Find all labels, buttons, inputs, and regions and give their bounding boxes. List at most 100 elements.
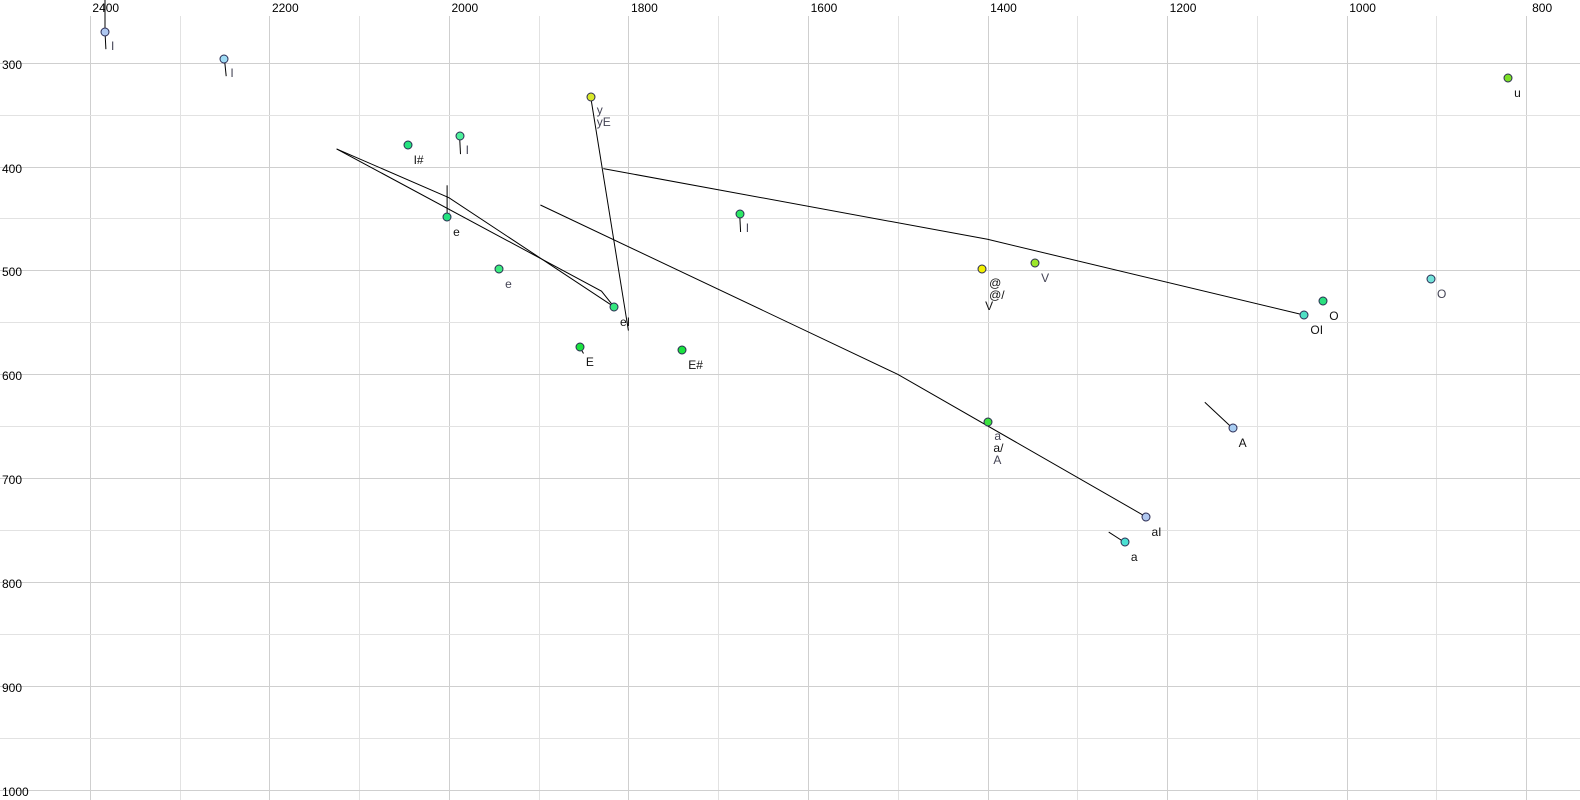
gridline-horizontal-minor <box>0 115 1580 116</box>
gridline-horizontal-major <box>0 478 1580 479</box>
x-tick-label: 1800 <box>631 1 658 15</box>
x-tick-label: 1400 <box>990 1 1017 15</box>
data-point[interactable] <box>677 345 687 355</box>
data-point-label: a <box>1130 550 1138 565</box>
data-point-label: A <box>1238 436 1247 451</box>
data-point[interactable] <box>403 140 413 150</box>
data-point-label: V <box>1041 271 1050 286</box>
data-point[interactable] <box>1228 423 1238 433</box>
y-tick-label: 800 <box>2 576 23 591</box>
gridline-vertical-minor <box>718 16 719 800</box>
data-point-label: OI <box>1310 323 1324 338</box>
gridline-vertical-major <box>449 16 450 800</box>
gridline-horizontal-minor <box>0 738 1580 739</box>
trajectory-line <box>603 168 1305 316</box>
trajectory-line <box>336 148 615 308</box>
gridline-horizontal-major <box>0 686 1580 687</box>
gridline-vertical-minor <box>1257 16 1258 800</box>
gridline-vertical-major <box>988 16 989 800</box>
trajectory-line <box>590 96 629 331</box>
x-tick-label: 2200 <box>271 1 299 15</box>
data-point-label: y <box>596 102 603 117</box>
y-tick-label: 300 <box>2 57 23 72</box>
data-point-label: I <box>230 65 234 80</box>
x-tick-label: 2000 <box>451 1 479 15</box>
gridline-vertical-minor <box>359 16 360 800</box>
trajectory-line <box>336 148 615 308</box>
gridline-horizontal-minor <box>0 426 1580 427</box>
x-tick-label: 1200 <box>1169 1 1197 15</box>
data-point[interactable] <box>455 131 465 141</box>
data-point-label: e <box>453 225 460 240</box>
data-point[interactable] <box>609 302 619 312</box>
data-point[interactable] <box>1299 310 1309 320</box>
x-tick-label: 800 <box>1532 1 1553 15</box>
gridline-vertical-major <box>808 16 809 800</box>
gridline-vertical-major <box>269 16 270 800</box>
gridline-vertical-major <box>1347 16 1348 800</box>
gridline-vertical-major <box>628 16 629 800</box>
data-point-label: aI <box>1151 524 1162 539</box>
x-tick-label: 1000 <box>1349 1 1376 15</box>
data-point-label: O <box>1329 308 1339 323</box>
data-point-label: a <box>994 429 1002 444</box>
data-point[interactable] <box>1120 537 1130 547</box>
x-tick-label: 2400 <box>92 1 120 15</box>
data-point-label: I# <box>413 152 424 167</box>
data-point[interactable] <box>1318 296 1328 306</box>
data-point[interactable] <box>442 212 452 222</box>
y-tick-label: 500 <box>2 265 23 280</box>
data-point-label: E# <box>688 358 703 373</box>
y-tick-label: 400 <box>2 161 23 176</box>
gridline-horizontal-minor <box>0 218 1580 219</box>
data-point-label: I <box>111 38 115 53</box>
gridline-horizontal-minor <box>0 634 1580 635</box>
data-point[interactable] <box>1030 258 1040 268</box>
gridline-horizontal-major <box>0 582 1580 583</box>
data-point-label: @/ <box>989 288 1005 303</box>
gridline-vertical-minor <box>898 16 899 800</box>
y-tick-label: 600 <box>2 369 23 384</box>
data-point[interactable] <box>494 264 504 274</box>
gridline-horizontal-major <box>0 167 1580 168</box>
data-point[interactable] <box>983 417 993 427</box>
gridline-horizontal-major <box>0 790 1580 791</box>
data-point-label: I <box>745 221 750 236</box>
gridline-vertical-minor <box>539 16 540 800</box>
data-point-label: a/ <box>993 441 1004 456</box>
data-point-label: yE <box>596 114 611 129</box>
data-point[interactable] <box>100 27 110 37</box>
data-point[interactable] <box>735 209 745 219</box>
y-tick-label: 700 <box>2 473 23 488</box>
gridline-vertical-minor <box>180 16 181 800</box>
data-point[interactable] <box>977 264 987 274</box>
gridline-horizontal-major <box>0 270 1580 271</box>
data-point[interactable] <box>1426 274 1436 284</box>
data-point[interactable] <box>1141 512 1150 521</box>
data-point-label: V <box>985 299 994 314</box>
data-point[interactable] <box>1503 73 1513 83</box>
data-point-label: @ <box>989 276 1002 291</box>
gridline-horizontal-minor <box>0 322 1580 323</box>
y-tick-label: 1000 <box>2 784 29 799</box>
data-point-label: E <box>585 355 594 370</box>
trajectory-line <box>540 204 1146 517</box>
gridline-vertical-major <box>1526 16 1527 800</box>
data-point-label: O <box>1436 286 1447 301</box>
y-tick-label: 900 <box>2 680 23 695</box>
data-point-label: A <box>993 453 1002 468</box>
gridline-vertical-major <box>1167 16 1168 800</box>
x-tick-label: 1600 <box>810 1 838 15</box>
data-point[interactable] <box>219 54 229 64</box>
data-point[interactable] <box>575 342 585 352</box>
gridline-vertical-minor <box>1077 16 1078 800</box>
data-point-label: u <box>1514 86 1521 101</box>
data-point-label: I <box>465 143 469 158</box>
gridline-horizontal-minor <box>0 530 1580 531</box>
gridline-horizontal-major <box>0 374 1580 375</box>
data-point[interactable] <box>586 92 596 102</box>
gridline-vertical-major <box>90 16 91 800</box>
